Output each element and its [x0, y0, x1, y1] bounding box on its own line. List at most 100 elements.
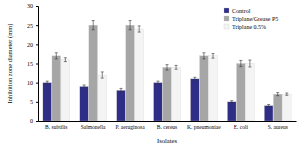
- x-tick: B. subtilis: [45, 121, 67, 130]
- error-bar: [156, 81, 159, 84]
- error-bar-cap: [120, 92, 123, 93]
- y-tick-mark: [36, 6, 38, 7]
- error-bar-cap: [193, 77, 196, 78]
- error-bar: [138, 26, 141, 32]
- error-bar-stem: [176, 65, 177, 69]
- error-bar: [120, 88, 123, 92]
- error-bar-stem: [194, 77, 195, 80]
- error-bar-cap: [64, 61, 67, 62]
- error-bar-cap: [267, 104, 270, 105]
- legend-label: Triplane 0.5%: [232, 24, 266, 30]
- error-bar: [46, 81, 49, 84]
- x-tick-label: B. cereus: [157, 124, 177, 130]
- error-bar: [129, 21, 132, 30]
- bars: [43, 21, 291, 121]
- error-bar-cap: [83, 88, 86, 89]
- legend-swatch: [224, 16, 229, 21]
- error-bar-cap: [129, 29, 132, 30]
- error-bar-cap: [55, 52, 58, 53]
- error-bar-cap: [193, 80, 196, 81]
- legend-item: Triplane/Grease P5: [224, 16, 278, 22]
- error-bar-cap: [129, 20, 132, 21]
- error-bar: [175, 65, 178, 69]
- y-tick-mark: [36, 121, 38, 122]
- error-bar-stem: [47, 81, 48, 84]
- error-bar-cap: [248, 66, 251, 67]
- error-bar-cap: [202, 52, 205, 53]
- chart: 051015202530B. subtilisSalmonellaP. aeru…: [0, 0, 300, 147]
- error-bar-cap: [92, 29, 95, 30]
- error-bar-cap: [175, 65, 178, 66]
- y-axis-line: [36, 7, 39, 122]
- x-axis-line: [39, 121, 297, 122]
- error-bar-stem: [249, 60, 250, 67]
- y-axis: 0 5 10 15 20 25 30: [27, 3, 39, 124]
- error-bar: [276, 93, 279, 96]
- error-bar-cap: [64, 57, 67, 58]
- legend-swatch: [224, 24, 229, 29]
- x-tick-label: Salmonella: [81, 124, 106, 130]
- bar: [200, 56, 209, 121]
- bar: [246, 64, 255, 122]
- error-bar-stem: [93, 21, 94, 30]
- y-tick-label: 10: [27, 80, 33, 86]
- error-bar: [92, 21, 95, 30]
- error-bar-stem: [167, 65, 168, 70]
- error-bar-cap: [138, 25, 141, 26]
- error-bar: [285, 93, 288, 95]
- error-bar-cap: [230, 100, 233, 101]
- error-bar: [248, 60, 251, 67]
- x-tick-label: K. pneumoniae: [187, 124, 221, 130]
- error-bar-cap: [285, 95, 288, 96]
- error-bar-cap: [156, 81, 159, 82]
- y-tick-label: 20: [27, 42, 33, 48]
- error-bar-stem: [268, 105, 269, 107]
- y-tick-mark: [36, 102, 38, 103]
- error-bar: [211, 54, 214, 59]
- y-tick-label: 15: [27, 61, 33, 67]
- error-bar-cap: [166, 64, 169, 65]
- y-tick: 0: [30, 118, 38, 124]
- error-bar-stem: [157, 81, 158, 84]
- error-bar-cap: [83, 84, 86, 85]
- bar: [43, 83, 52, 121]
- y-tick-label: 30: [27, 3, 33, 9]
- bar: [282, 94, 291, 121]
- error-bar-stem: [130, 21, 131, 30]
- error-bar-cap: [202, 58, 205, 59]
- bar: [154, 83, 163, 121]
- bar: [172, 67, 181, 121]
- error-bar-cap: [156, 84, 159, 85]
- error-bar-cap: [55, 58, 58, 59]
- error-bar-stem: [84, 85, 85, 88]
- x-tick: Salmonella: [81, 121, 106, 130]
- y-axis-title: Inhibition zone diameter (mm): [6, 24, 14, 104]
- y-tick-label: 25: [27, 23, 33, 29]
- y-tick: 5: [30, 99, 38, 105]
- error-bar: [55, 53, 58, 59]
- error-bar-cap: [276, 95, 279, 96]
- error-bar: [239, 60, 242, 66]
- error-bar-stem: [240, 60, 241, 66]
- plot-area: 051015202530B. subtilisSalmonellaP. aeru…: [27, 3, 297, 130]
- y-tick: 15: [27, 61, 38, 67]
- bar: [126, 25, 135, 121]
- y-tick: 25: [27, 23, 38, 29]
- y-tick: 20: [27, 42, 38, 48]
- bar: [227, 102, 236, 121]
- y-tick-mark: [36, 25, 38, 26]
- x-tick: B. cereus: [157, 121, 177, 130]
- error-bar-cap: [175, 69, 178, 70]
- y-tick-mark: [36, 64, 38, 65]
- bar: [61, 60, 70, 121]
- error-bar-stem: [102, 72, 103, 78]
- error-bar-cap: [239, 60, 242, 61]
- x-tick-label: S. aureus: [268, 124, 288, 130]
- error-bar-stem: [56, 53, 57, 59]
- error-bar-stem: [277, 93, 278, 96]
- x-tick-label: B. subtilis: [45, 124, 67, 130]
- y-tick: 10: [27, 80, 38, 86]
- error-bar-cap: [276, 92, 279, 93]
- bar: [273, 94, 282, 121]
- x-tick-label: E. coli: [234, 124, 249, 130]
